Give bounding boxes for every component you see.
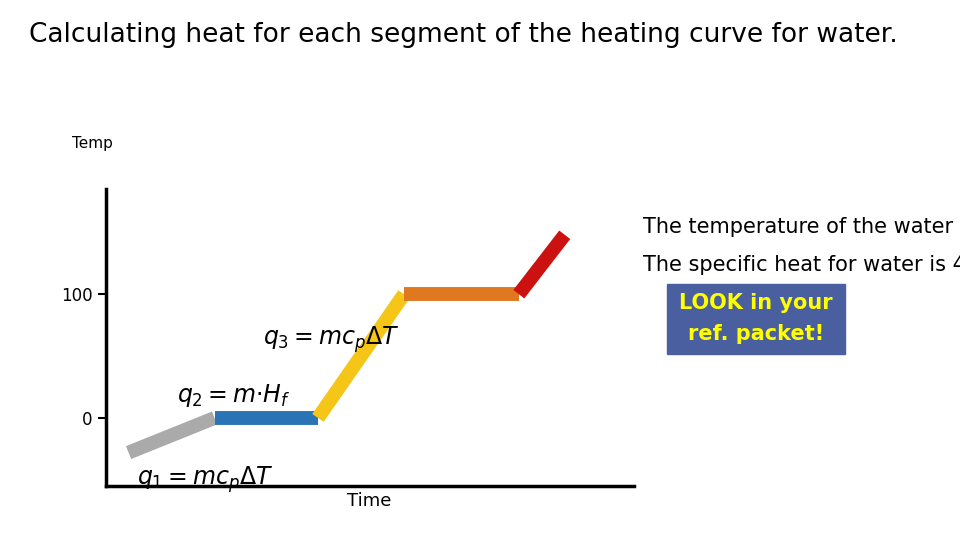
Text: $q_1 = mc_p\Delta T$: $q_1 = mc_p\Delta T$ xyxy=(137,464,274,495)
Text: $q_3 = mc_p\Delta T$: $q_3 = mc_p\Delta T$ xyxy=(263,325,400,355)
Text: The temperature of the water is increasing.: The temperature of the water is increasi… xyxy=(643,217,960,237)
Text: The specific heat for water is 4.18 J/g°C.: The specific heat for water is 4.18 J/g°… xyxy=(643,254,960,275)
Text: $q_2 = m{\cdot}H_f$: $q_2 = m{\cdot}H_f$ xyxy=(178,382,291,409)
X-axis label: Time: Time xyxy=(348,491,392,510)
Text: LOOK in your
ref. packet!: LOOK in your ref. packet! xyxy=(679,293,833,344)
Text: Temp: Temp xyxy=(72,136,113,151)
Text: Calculating heat for each segment of the heating curve for water.: Calculating heat for each segment of the… xyxy=(29,22,898,48)
